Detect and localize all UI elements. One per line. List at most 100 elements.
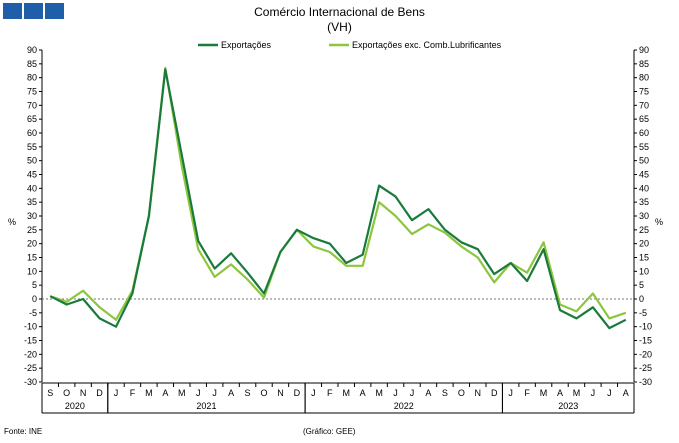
y-tick-label-left: 60 (27, 128, 37, 138)
y-tick-label-right: 75 (639, 87, 649, 97)
x-tick-label: F (327, 388, 333, 398)
y-tick-label-right: 80 (639, 73, 649, 83)
legend-label-exportacoes-exc-comb: Exportações exc. Comb.Lubrificantes (352, 40, 502, 50)
x-tick-label: A (623, 388, 629, 398)
y-tick-label-right: -10 (639, 322, 652, 332)
y-tick-label-left: 85 (27, 59, 37, 69)
year-label: 2023 (558, 401, 578, 411)
y-tick-label-left: -15 (24, 336, 37, 346)
y-tick-label-right: -25 (639, 363, 652, 373)
y-axis-label-left: % (8, 217, 16, 227)
y-tick-label-right: 25 (639, 225, 649, 235)
chart-subtitle: (VH) (327, 20, 352, 34)
y-tick-label-right: 10 (639, 266, 649, 276)
y-tick-label-right: 70 (639, 100, 649, 110)
series-line-exportacoes-exc-comb (49, 66, 627, 321)
y-tick-label-left: 70 (27, 100, 37, 110)
legend-label-exportacoes: Exportações (221, 40, 272, 50)
y-tick-label-left: 40 (27, 183, 37, 193)
x-tick-label: M (145, 388, 153, 398)
logo (3, 3, 64, 19)
x-tick-label: J (607, 388, 612, 398)
x-tick-label: O (458, 388, 465, 398)
x-tick-label: J (196, 388, 201, 398)
x-tick-label: N (80, 388, 87, 398)
y-tick-label-right: -15 (639, 336, 652, 346)
year-label: 2021 (196, 401, 216, 411)
x-tick-label: A (360, 388, 366, 398)
x-tick-label: J (311, 388, 316, 398)
y-tick-label-left: 30 (27, 211, 37, 221)
year-label: 2020 (65, 401, 85, 411)
x-tick-label: O (260, 388, 267, 398)
y-axis-label-right: % (655, 217, 663, 227)
x-tick-label: M (178, 388, 186, 398)
x-tick-label: A (425, 388, 431, 398)
chart-title-block: Comércio Internacional de Bens (VH) (0, 5, 679, 35)
x-tick-label: A (228, 388, 234, 398)
x-tick-label: N (475, 388, 482, 398)
year-label: 2022 (394, 401, 414, 411)
y-tick-label-left: 50 (27, 156, 37, 166)
y-tick-label-right: 35 (639, 197, 649, 207)
y-tick-label-right: 40 (639, 183, 649, 193)
x-tick-label: J (212, 388, 217, 398)
x-tick-label: F (524, 388, 530, 398)
y-tick-label-right: 60 (639, 128, 649, 138)
x-tick-label: S (47, 388, 53, 398)
y-tick-label-right: 55 (639, 142, 649, 152)
x-tick-label: N (277, 388, 284, 398)
x-tick-label: J (114, 388, 119, 398)
x-tick-label: M (342, 388, 350, 398)
x-tick-label: M (573, 388, 581, 398)
x-tick-label: O (63, 388, 70, 398)
chart-title: Comércio Internacional de Bens (254, 5, 425, 19)
y-tick-label-left: 45 (27, 170, 37, 180)
y-tick-label-left: 35 (27, 197, 37, 207)
y-tick-label-right: 5 (639, 280, 644, 290)
y-tick-label-left: 75 (27, 87, 37, 97)
y-tick-label-left: 90 (27, 45, 37, 55)
x-tick-label: A (557, 388, 563, 398)
logo-block (3, 3, 22, 19)
y-tick-label-left: -10 (24, 322, 37, 332)
y-tick-label-left: -30 (24, 377, 37, 387)
y-tick-label-left: 15 (27, 253, 37, 263)
x-tick-label: J (393, 388, 398, 398)
logo-block (24, 3, 43, 19)
y-tick-label-right: 30 (639, 211, 649, 221)
x-tick-label: D (294, 388, 301, 398)
x-tick-label: F (130, 388, 136, 398)
y-tick-label-left: -25 (24, 363, 37, 373)
x-tick-label: M (540, 388, 548, 398)
x-tick-label: D (96, 388, 103, 398)
y-tick-label-left: 65 (27, 114, 37, 124)
y-tick-label-right: -5 (639, 308, 647, 318)
y-tick-label-right: 15 (639, 253, 649, 263)
y-tick-label-right: -20 (639, 349, 652, 359)
y-tick-label-right: -30 (639, 377, 652, 387)
y-tick-label-left: 5 (32, 280, 37, 290)
y-tick-label-left: 80 (27, 73, 37, 83)
x-tick-label: D (491, 388, 498, 398)
y-tick-label-left: -5 (29, 308, 37, 318)
series-line-exportacoes (49, 68, 627, 330)
y-tick-label-left: 25 (27, 225, 37, 235)
y-tick-label-right: 45 (639, 170, 649, 180)
y-tick-label-right: 65 (639, 114, 649, 124)
y-tick-label-left: -20 (24, 349, 37, 359)
y-tick-label-left: 10 (27, 266, 37, 276)
x-tick-label: J (508, 388, 513, 398)
y-tick-label-left: 55 (27, 142, 37, 152)
y-tick-label-right: 50 (639, 156, 649, 166)
y-tick-label-left: 20 (27, 239, 37, 249)
x-tick-label: S (245, 388, 251, 398)
y-tick-label-right: 90 (639, 45, 649, 55)
y-tick-label-right: 0 (639, 294, 644, 304)
footer-source: Fonte: INE (4, 427, 43, 436)
footer-credit: (Gráfico: GEE) (303, 427, 356, 436)
y-tick-label-right: 85 (639, 59, 649, 69)
y-tick-label-right: 20 (639, 239, 649, 249)
x-tick-label: M (375, 388, 383, 398)
x-tick-label: S (442, 388, 448, 398)
